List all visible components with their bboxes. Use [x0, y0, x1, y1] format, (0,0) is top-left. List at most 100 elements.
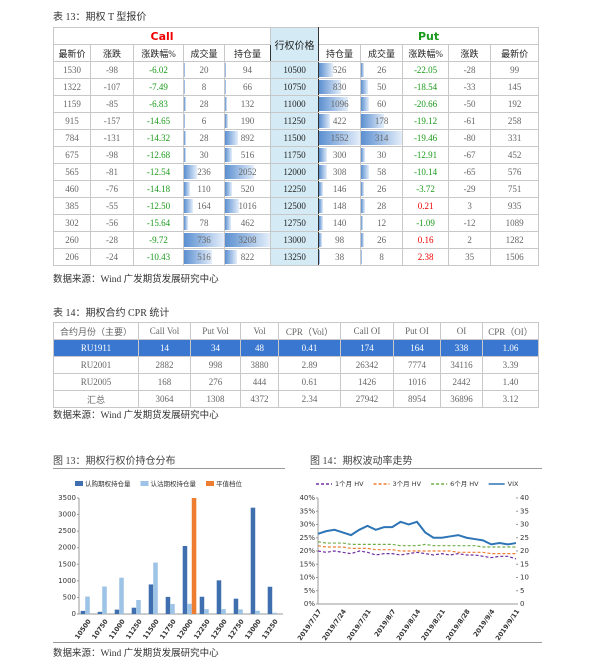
data-row: 汇总 3064 1308 4372 2.34 27942 8954 36896 3.12 — [53, 390, 539, 408]
y-tick-label: 20% — [299, 547, 315, 555]
cell-text: 11000 — [283, 99, 306, 109]
cell-text: 736 — [197, 235, 211, 245]
cell: -1.09 — [402, 214, 450, 232]
data-row: RU2001 2882 998 3880 2.89 26342 7774 34116 3.39 — [53, 356, 539, 374]
cell-text: 174 — [360, 343, 374, 353]
cell: 汇总 — [53, 390, 139, 408]
cell: 444 — [240, 373, 279, 391]
strike-cell: 12250 — [270, 180, 320, 198]
cell: 110 — [183, 180, 225, 198]
data-bar — [225, 216, 232, 230]
cell: -14.65 — [133, 112, 184, 130]
y-tick-label: 30% — [299, 521, 315, 529]
bar — [221, 609, 226, 614]
cell: 331 — [490, 129, 540, 147]
bar — [80, 610, 86, 614]
cell-text: 成交量 — [368, 48, 396, 59]
cell-text: -20.66 — [413, 99, 438, 109]
cell: -29 — [448, 180, 492, 198]
y2-tick-label: 25 — [520, 534, 529, 542]
cell-text: -28 — [463, 65, 476, 75]
cell: 28 — [183, 129, 225, 147]
cell-text: -18.54 — [413, 82, 438, 92]
data-row: 915 -157 -14.65 6 190 11250 422 178 -19.12 -61 258 — [53, 112, 540, 130]
cell-text: 48 — [255, 343, 264, 353]
cell: 751 — [490, 180, 540, 198]
column-header: 最新价 — [490, 44, 540, 62]
cell-text: 58 — [377, 167, 387, 177]
cell: 35 — [448, 248, 492, 266]
cell-text: -65 — [463, 167, 476, 177]
cell-text: -14.18 — [146, 184, 171, 194]
cell: 260 — [53, 231, 91, 249]
strike-cell: 13250 — [270, 248, 320, 266]
cell: 206 — [53, 248, 91, 266]
cell: -19.12 — [402, 112, 450, 130]
quote-table: Call 行权价格 Put 最新价 涨跌 涨跌幅% 成交量 持仓量 持仓量 成交量 涨跌幅% 涨跌 最新… — [52, 27, 540, 266]
cell-text: 1016 — [238, 201, 257, 211]
cell-text: 30 — [377, 150, 387, 160]
chart: 0500100015002000250030003500105001075011… — [58, 479, 283, 641]
cell: -98 — [90, 61, 134, 79]
cell-text: 302 — [65, 218, 79, 228]
data-bar — [225, 131, 238, 145]
cell: 3.39 — [482, 356, 539, 374]
cell-text: 10750 — [283, 82, 306, 92]
y2-tick-label: 40 — [520, 494, 529, 502]
data-row: 302 -56 -15.64 78 462 12750 140 12 -1.09 -12 1089 — [53, 214, 540, 232]
cell-text: RU1911 — [80, 343, 112, 353]
strike-cell: 12500 — [270, 197, 320, 215]
cell: 26 — [360, 231, 404, 249]
y-tick-label: 10% — [299, 574, 315, 582]
cell-text: 50 — [377, 82, 387, 92]
cell-text: 12 — [377, 218, 387, 228]
cell-text: 2.38 — [417, 252, 434, 262]
cell-text: -81 — [106, 167, 118, 177]
cell-text: 444 — [252, 377, 267, 387]
cell-text: 11500 — [283, 133, 306, 143]
cell: 174 — [340, 339, 394, 357]
cell-text: 1159 — [63, 99, 81, 109]
cell-text: 520 — [240, 184, 255, 194]
cell: -9.72 — [133, 231, 184, 249]
data-bar — [225, 233, 270, 247]
cell: -7.49 — [133, 78, 184, 96]
column-header: OI — [440, 322, 483, 340]
cell: 784 — [53, 129, 91, 147]
cell: 338 — [440, 339, 483, 357]
cell-text: -76 — [106, 184, 118, 194]
cell-text: 10500 — [283, 65, 306, 75]
cell-text: 338 — [454, 343, 469, 353]
column-header: Call Vol — [138, 322, 191, 340]
cell: 0.41 — [278, 339, 341, 357]
cell-text: 140 — [332, 218, 347, 228]
cell-text: -12.54 — [146, 167, 171, 177]
cell: 276 — [190, 373, 241, 391]
data-bar — [361, 199, 365, 213]
data-bar — [225, 182, 233, 196]
cell-text: Put OI — [405, 326, 429, 336]
cell-text: 35 — [465, 252, 475, 262]
cell-text: 1096 — [330, 99, 349, 109]
chart: 0% 5% 10% 15% 20% 25% 30% 35% 40% 0 5 10 15 20 25 30 35 4… — [296, 480, 529, 642]
cell: -10.43 — [133, 248, 184, 266]
y-tick-label: 0% — [304, 600, 315, 608]
cell-text: 1530 — [63, 65, 81, 75]
cell-text: -50 — [463, 99, 476, 109]
y2-tick-label: 10 — [520, 574, 529, 582]
data-bar — [361, 114, 385, 128]
bar — [238, 609, 243, 614]
cell-text: 3.12 — [502, 394, 519, 404]
cell-text: 1016 — [408, 377, 426, 387]
column-header: 涨跌 — [448, 44, 492, 62]
data-row: 1530 -98 -6.02 20 94 10500 526 26 -22.05 -28 99 — [53, 61, 540, 79]
cell: 2.89 — [278, 356, 341, 374]
cell-text: -98 — [106, 150, 118, 160]
bar — [170, 604, 175, 614]
cell: 314 — [360, 129, 404, 147]
cell-text: 0.16 — [417, 235, 434, 245]
bar — [102, 586, 107, 614]
cell: -76 — [90, 180, 134, 198]
cell: 998 — [190, 356, 241, 374]
data-bar — [319, 131, 360, 145]
